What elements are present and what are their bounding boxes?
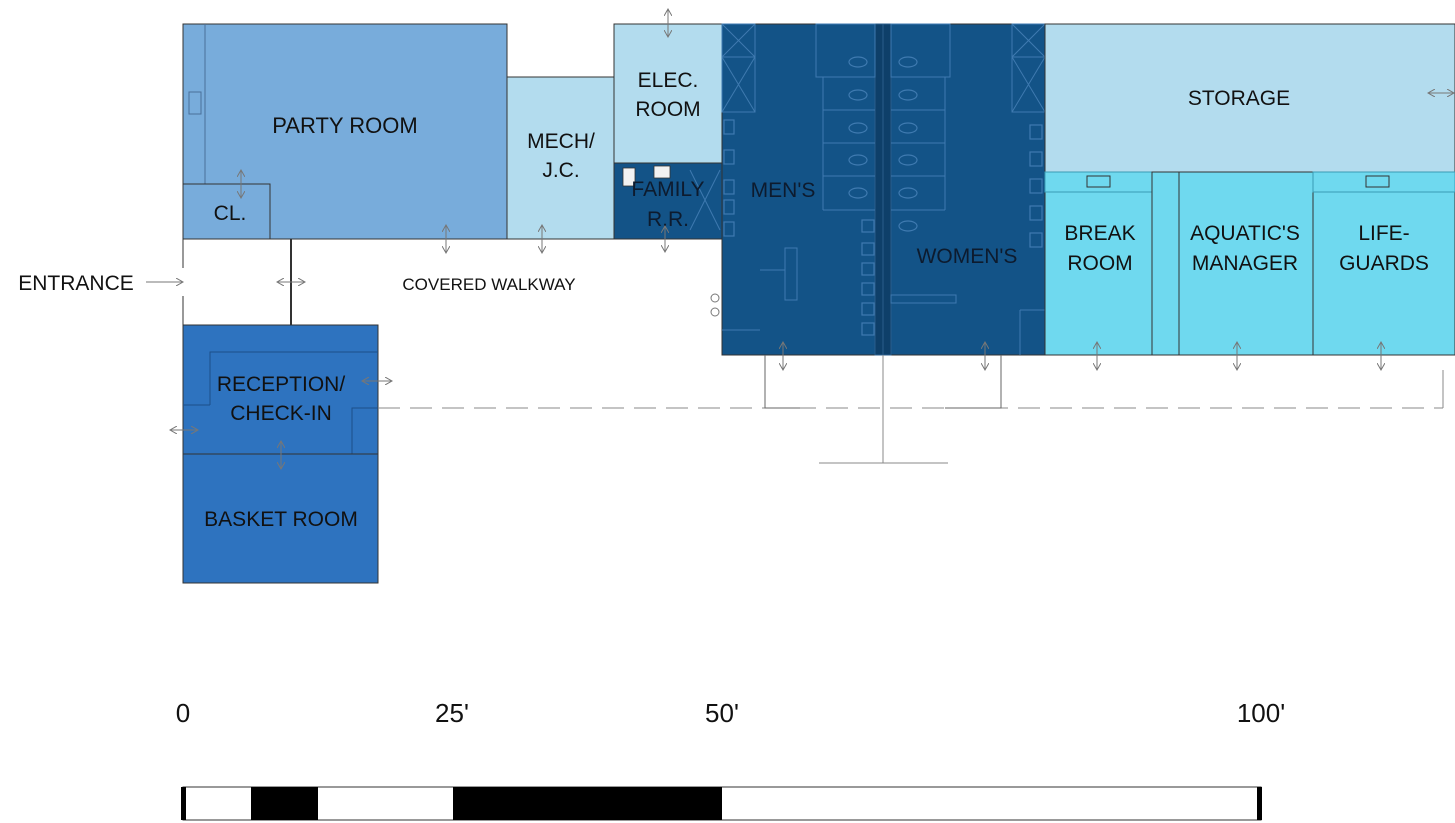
mens-label: MEN'S xyxy=(751,179,816,202)
storage-label: STORAGE xyxy=(1188,87,1290,110)
storage-room: STORAGE xyxy=(1044,23,1455,173)
scale-bar: 0 25' 50' 100' xyxy=(176,698,1285,821)
closet: CL. xyxy=(182,183,271,240)
family-label-1: FAMILY xyxy=(631,178,704,201)
mech-jc-room: MECH/ J.C. xyxy=(506,76,615,240)
lifeguards-label-1: LIFE- xyxy=(1358,222,1409,245)
aquatics-manager-room: AQUATIC'S MANAGER xyxy=(1178,171,1314,356)
drinking-fountain-icon xyxy=(710,293,720,317)
scale-tick-0: 0 xyxy=(176,698,190,728)
covered-walkway-label: COVERED WALKWAY xyxy=(402,275,575,294)
closet-label: CL. xyxy=(214,202,247,225)
reception-label-1: RECEPTION/ xyxy=(217,373,346,396)
corridor-strip xyxy=(1151,171,1180,356)
aquatics-label-2: MANAGER xyxy=(1192,252,1298,275)
elec-label-1: ELEC. xyxy=(638,69,699,92)
scale-tick-50: 50' xyxy=(705,698,739,728)
entrance-label: ENTRANCE xyxy=(18,272,134,295)
door-arrows xyxy=(146,9,1454,469)
mech-label-1: MECH/ xyxy=(527,130,595,153)
mech-label-2: J.C. xyxy=(542,159,579,182)
reception-label-2: CHECK-IN xyxy=(230,402,332,425)
family-restroom: FAMILY R.R. xyxy=(613,162,723,240)
lifeguards-label-2: GUARDS xyxy=(1339,252,1429,275)
elec-room: ELEC. ROOM xyxy=(613,23,723,164)
elec-label-2: ROOM xyxy=(635,98,700,121)
break-label-2: ROOM xyxy=(1067,252,1132,275)
scale-tick-100: 100' xyxy=(1237,698,1285,728)
family-label-2: R.R. xyxy=(647,208,689,231)
party-room-label: PARTY ROOM xyxy=(272,113,417,138)
restroom-block: MEN'S WOMEN'S xyxy=(721,23,1046,356)
reception-check-in: RECEPTION/ CHECK-IN xyxy=(182,324,379,455)
break-room: BREAK ROOM xyxy=(1044,171,1153,356)
scale-tick-25: 25' xyxy=(435,698,469,728)
womens-label: WOMEN'S xyxy=(917,245,1018,268)
basket-room: BASKET ROOM xyxy=(182,453,379,584)
break-label-1: BREAK xyxy=(1064,222,1135,245)
aquatics-label-1: AQUATIC'S xyxy=(1190,222,1300,245)
basket-room-label: BASKET ROOM xyxy=(204,508,358,531)
lifeguards-room: LIFE- GUARDS xyxy=(1312,171,1455,356)
